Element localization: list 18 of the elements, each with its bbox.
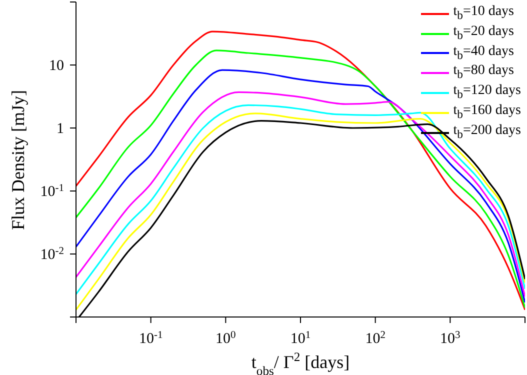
y-tick-label: 1 <box>56 121 64 137</box>
x-tick-label: 10$^{0}$ <box>216 330 236 347</box>
legend-label: t$_{b}$=200 days <box>453 122 521 143</box>
x-tick-label: 10$^{1}$ <box>290 330 311 347</box>
y-tick-label: 10 <box>49 58 64 74</box>
x-tick-label: 10$^{-1}$ <box>138 330 163 347</box>
x-tick-label: 10$^{3}$ <box>440 330 460 347</box>
legend-label: t$_{b}$=80 days <box>453 63 514 84</box>
legend-label: t$_{b}$=10 days <box>453 4 514 24</box>
y-tick-label: 10$^{-1}$ <box>40 182 64 200</box>
legend-label: t$_{b}$=40 days <box>453 44 514 64</box>
legend-label: t$_{b}$=20 days <box>453 24 514 44</box>
y-tick-label: 10$^{-2}$ <box>40 246 64 263</box>
y-axis-title: Flux Density [mJy] <box>8 90 28 230</box>
legend-label: t$_{b}$=120 days <box>453 83 521 103</box>
legend-label: t$_{b}$=160 days <box>453 102 521 123</box>
x-axis-title: t$_{obs}$/ Γ$^{2}$ [days] <box>251 350 350 375</box>
x-tick-label: 10$^{2}$ <box>365 330 386 347</box>
